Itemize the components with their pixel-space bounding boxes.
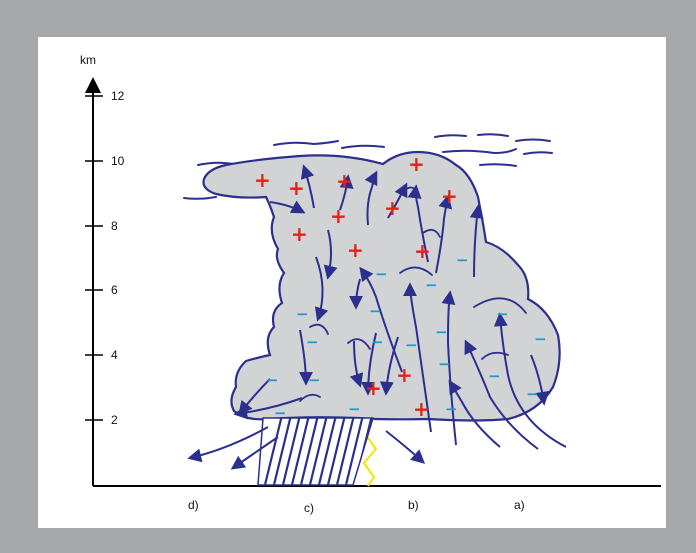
negative-charge: −	[306, 333, 319, 351]
positive-charge: +	[291, 222, 308, 246]
updraft-arrow	[464, 339, 539, 450]
positive-charge: +	[441, 184, 458, 208]
negative-charge: −	[274, 404, 287, 422]
negative-charge: −	[438, 355, 451, 373]
thunderstorm-diagram: km 2 4 6 8 10 12 d) c) b) a)	[80, 53, 661, 515]
negative-charge: −	[456, 251, 469, 269]
stage-label-a: a)	[514, 498, 525, 512]
updraft-arrow	[448, 379, 501, 448]
negative-charge: −	[296, 305, 309, 323]
y-axis-ticks: 2 4 6 8 10 12	[85, 89, 125, 427]
stage-label-d: d)	[188, 498, 199, 512]
downdraft-arrow	[298, 329, 313, 386]
y-axis-arrowhead	[85, 77, 101, 93]
downdraft-arrow	[361, 332, 377, 396]
tick-label-8: 8	[111, 219, 118, 233]
negative-charges: − − − − − − − − − − − − − − − − − − −	[266, 251, 547, 422]
negative-charge: −	[526, 385, 539, 403]
updraft-arrow	[530, 354, 550, 406]
downdraft-arrow	[269, 200, 306, 214]
updraft-arrow	[387, 182, 408, 219]
positive-charge: +	[288, 176, 305, 200]
updraft-arrow	[407, 184, 429, 263]
tick-label-4: 4	[111, 348, 118, 362]
outflow-arrow	[187, 426, 269, 463]
updraft-arrow	[493, 312, 567, 448]
negative-charge: −	[308, 371, 321, 389]
positive-charge: +	[336, 169, 353, 193]
positive-charge: +	[347, 238, 364, 262]
positive-charge: +	[396, 363, 413, 387]
updraft-arrow	[403, 282, 432, 433]
negative-charge: −	[375, 265, 388, 283]
diagram-panel: km 2 4 6 8 10 12 d) c) b) a)	[38, 37, 666, 528]
updraft-arrow	[441, 290, 457, 446]
downdraft-arrow	[349, 340, 364, 388]
positive-charge: +	[254, 168, 271, 192]
positive-charge: +	[414, 239, 431, 263]
negative-charge: −	[425, 276, 438, 294]
stage-label-b: b)	[408, 498, 419, 512]
negative-charge: −	[348, 400, 361, 418]
updraft-arrow	[300, 164, 315, 209]
outflow-arrow	[230, 436, 279, 470]
updraft-arrow	[469, 204, 484, 278]
cirrus-streaks	[183, 133, 553, 200]
updraft-arrow	[359, 266, 403, 373]
positive-charge: +	[408, 152, 425, 176]
precipitation-shaft	[257, 417, 375, 486]
negative-charge: −	[488, 367, 501, 385]
airflow-arrows	[187, 164, 567, 470]
positive-charge: +	[365, 376, 382, 400]
negative-charge: −	[534, 330, 547, 348]
tick-label-6: 6	[111, 283, 118, 297]
outflow-arrow	[385, 430, 426, 464]
negative-charge: −	[445, 400, 458, 418]
tick-label-12: 12	[111, 89, 125, 103]
downdraft-arrow	[314, 256, 329, 322]
axis-unit-label: km	[80, 53, 96, 67]
downdraft-arrow	[349, 278, 364, 310]
stage-labels: d) c) b) a)	[188, 498, 525, 515]
positive-charge: +	[330, 204, 347, 228]
positive-charge: +	[384, 196, 401, 220]
negative-charge: −	[266, 371, 279, 389]
updraft-arrow	[339, 174, 354, 211]
downdraft-arrow	[323, 229, 338, 280]
downdraft-arrow	[233, 397, 303, 420]
positive-charge: +	[413, 397, 430, 421]
downdraft-arrow	[379, 336, 399, 396]
updraft-arrow	[364, 170, 378, 226]
updraft-arrow	[435, 194, 453, 274]
positive-charges: + + + + + + + + + + + + +	[254, 152, 458, 421]
negative-charge: −	[435, 323, 448, 341]
stage-label-c: c)	[304, 501, 314, 515]
negative-charge: −	[371, 333, 384, 351]
negative-charge: −	[369, 302, 382, 320]
negative-charge: −	[496, 305, 509, 323]
negative-charge: −	[405, 336, 418, 354]
tick-label-2: 2	[111, 413, 118, 427]
tick-label-10: 10	[111, 154, 125, 168]
